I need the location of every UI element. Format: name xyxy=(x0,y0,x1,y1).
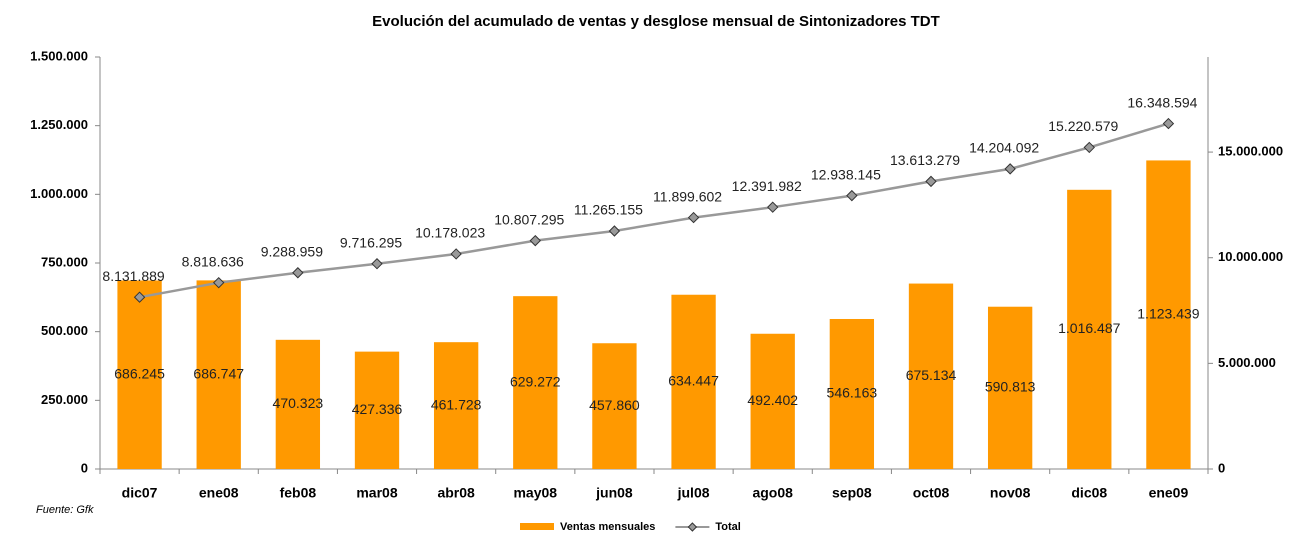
x-tick-label: nov08 xyxy=(990,485,1031,501)
line-value-label: 13.613.279 xyxy=(890,152,960,168)
y2-tick-label: 10.000.000 xyxy=(1218,249,1283,264)
line-marker xyxy=(687,211,700,224)
x-tick-label: abr08 xyxy=(437,485,475,501)
line-value-label: 11.265.155 xyxy=(574,202,643,218)
bar-value-label: 686.747 xyxy=(193,365,244,381)
bar-value-label: 686.245 xyxy=(114,365,165,381)
bar-value-label: 634.447 xyxy=(668,373,719,389)
bar-value-label: 1.016.487 xyxy=(1058,320,1120,336)
bar xyxy=(433,342,479,469)
line-marker xyxy=(767,201,779,213)
line-value-label: 16.348.594 xyxy=(1127,94,1197,110)
bar-value-label: 457.860 xyxy=(589,397,640,413)
bar xyxy=(275,339,321,469)
line-marker xyxy=(529,234,541,247)
bar-value-label: 461.728 xyxy=(431,396,482,412)
line xyxy=(139,122,1169,299)
x-tick-label: may08 xyxy=(513,485,557,501)
bar-value-label: 1.123.439 xyxy=(1137,305,1199,321)
legend-label: Total xyxy=(715,521,740,533)
bar-value-label: 546.163 xyxy=(827,385,878,401)
y-tick-label: 1.000.000 xyxy=(30,186,88,201)
line-value-label: 8.818.636 xyxy=(182,253,244,269)
line-value-label: 10.807.295 xyxy=(494,211,564,227)
line-value-label: 12.391.982 xyxy=(732,178,802,194)
x-tick-label: ago08 xyxy=(752,485,793,501)
y-tick-label: 250.000 xyxy=(41,392,88,407)
line-value-label: 9.716.295 xyxy=(340,234,402,250)
line-value-label: 11.899.602 xyxy=(653,188,722,204)
bar xyxy=(829,318,875,469)
bar xyxy=(987,306,1033,469)
bar xyxy=(513,296,558,469)
bar xyxy=(354,351,400,469)
y-tick-label: 1.500.000 xyxy=(30,48,88,63)
bar xyxy=(908,283,954,469)
x-tick-label: feb08 xyxy=(280,485,317,501)
line-marker xyxy=(213,276,225,289)
y2-tick-label: 5.000.000 xyxy=(1218,355,1276,370)
bar xyxy=(1146,160,1191,469)
bar xyxy=(592,343,637,469)
x-tick-label: ene08 xyxy=(199,485,239,501)
bar xyxy=(1067,189,1112,469)
line-marker xyxy=(371,258,383,270)
y2-tick-label: 15.000.000 xyxy=(1218,144,1283,159)
chart-title: Evolución del acumulado de ventas y desg… xyxy=(372,13,940,30)
bar-value-label: 427.336 xyxy=(352,401,403,417)
line-marker xyxy=(1162,117,1175,130)
y2-tick-label: 0 xyxy=(1218,460,1225,475)
line-marker xyxy=(1004,163,1016,175)
x-tick-label: dic07 xyxy=(122,485,158,501)
bar-value-label: 470.323 xyxy=(273,395,324,411)
x-tick-label: jun08 xyxy=(595,485,633,501)
bar-value-label: 629.272 xyxy=(510,373,561,389)
bar-value-label: 590.813 xyxy=(985,379,1036,395)
y-tick-label: 500.000 xyxy=(41,323,88,338)
x-tick-label: jul08 xyxy=(677,485,710,501)
bar xyxy=(196,280,241,469)
x-tick-label: mar08 xyxy=(356,485,397,501)
line-value-label: 10.178.023 xyxy=(415,225,485,241)
y-tick-label: 1.250.000 xyxy=(30,117,88,132)
line-marker xyxy=(292,267,304,279)
bar xyxy=(117,280,162,469)
line-marker xyxy=(846,189,858,202)
y-tick-label: 750.000 xyxy=(41,254,88,269)
bar-value-label: 492.402 xyxy=(747,392,798,408)
legend-label: Ventas mensuales xyxy=(560,521,655,533)
x-tick-label: sep08 xyxy=(832,485,872,501)
line-value-label: 9.288.959 xyxy=(261,243,323,259)
legend-swatch xyxy=(520,523,554,530)
line-marker xyxy=(1083,141,1095,154)
line-value-label: 15.220.579 xyxy=(1048,118,1118,134)
x-tick-label: oct08 xyxy=(913,485,950,501)
source-note: Fuente: Gfk xyxy=(36,504,94,516)
line-marker xyxy=(133,291,146,303)
line-marker xyxy=(925,175,937,188)
line-value-label: 12.938.145 xyxy=(811,166,881,182)
line-value-label: 14.204.092 xyxy=(969,140,1039,156)
legend-marker xyxy=(687,522,698,532)
x-tick-label: ene09 xyxy=(1149,485,1189,501)
bar-value-label: 675.134 xyxy=(906,367,957,383)
bar xyxy=(750,333,795,469)
line-value-label: 8.131.889 xyxy=(102,268,164,284)
bar xyxy=(671,294,716,469)
x-tick-label: dic08 xyxy=(1071,485,1107,501)
y-tick-label: 0 xyxy=(81,460,88,475)
line-marker xyxy=(450,248,462,260)
line-marker xyxy=(608,225,621,237)
